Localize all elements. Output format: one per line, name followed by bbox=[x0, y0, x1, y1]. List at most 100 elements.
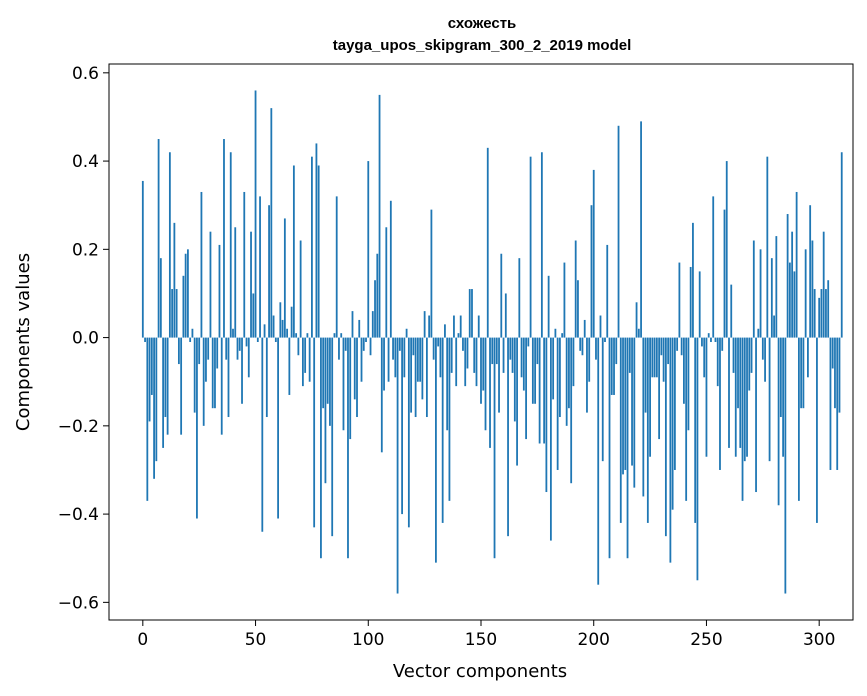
bar bbox=[466, 337, 469, 369]
bar bbox=[820, 289, 823, 338]
bar bbox=[797, 337, 800, 501]
bar bbox=[486, 147, 489, 338]
bar bbox=[196, 337, 198, 519]
bar bbox=[813, 289, 816, 338]
bar bbox=[592, 169, 595, 338]
bar bbox=[588, 337, 591, 382]
bar bbox=[563, 262, 566, 338]
bar bbox=[159, 258, 162, 338]
bar bbox=[444, 324, 446, 338]
bar bbox=[640, 121, 642, 338]
bar bbox=[540, 152, 543, 338]
bar bbox=[439, 337, 442, 378]
bar bbox=[610, 337, 613, 395]
bar bbox=[809, 205, 812, 338]
bar bbox=[342, 337, 345, 431]
bar bbox=[358, 319, 361, 338]
bar bbox=[606, 244, 609, 338]
bar bbox=[825, 289, 827, 338]
bar bbox=[428, 315, 431, 338]
bar bbox=[507, 337, 509, 537]
bar bbox=[723, 209, 726, 338]
bar bbox=[664, 337, 667, 537]
bar bbox=[187, 249, 189, 338]
bar bbox=[728, 337, 730, 448]
y-tick-label: 0.4 bbox=[72, 152, 99, 172]
bar bbox=[788, 262, 791, 338]
bar bbox=[153, 337, 155, 479]
bar bbox=[703, 337, 706, 378]
bar bbox=[617, 125, 620, 338]
bar bbox=[795, 191, 798, 338]
bar bbox=[649, 337, 651, 457]
bar bbox=[389, 200, 392, 338]
bar bbox=[207, 337, 210, 360]
bar bbox=[773, 315, 775, 338]
bar bbox=[356, 337, 358, 418]
bar bbox=[653, 337, 656, 378]
bar bbox=[498, 337, 500, 413]
bar bbox=[290, 306, 293, 338]
bar bbox=[818, 297, 821, 338]
bar bbox=[281, 319, 284, 338]
bar bbox=[811, 240, 814, 338]
bar bbox=[279, 302, 282, 338]
y-tick-label: −0.2 bbox=[58, 417, 99, 437]
bar bbox=[655, 337, 658, 378]
bar bbox=[432, 337, 435, 360]
bar bbox=[511, 337, 514, 373]
bar bbox=[716, 337, 719, 387]
bar bbox=[329, 337, 331, 426]
bar bbox=[671, 337, 674, 510]
bar bbox=[737, 337, 739, 409]
bar bbox=[457, 333, 460, 338]
bar bbox=[719, 337, 721, 470]
bar bbox=[441, 337, 444, 523]
bar bbox=[613, 337, 615, 395]
bar bbox=[570, 337, 573, 484]
bar bbox=[761, 337, 764, 360]
bar bbox=[504, 293, 507, 338]
bar bbox=[184, 253, 187, 338]
bar bbox=[586, 337, 588, 413]
bar bbox=[256, 337, 259, 342]
bar bbox=[277, 337, 279, 519]
bar bbox=[243, 191, 246, 338]
bar bbox=[317, 165, 320, 338]
x-tick-label: 150 bbox=[465, 630, 497, 650]
bar bbox=[644, 337, 647, 413]
bar bbox=[676, 337, 679, 351]
bar bbox=[392, 337, 394, 360]
bar bbox=[705, 337, 708, 457]
bar bbox=[324, 337, 327, 484]
bar bbox=[144, 337, 146, 342]
bar bbox=[836, 337, 839, 470]
bar bbox=[493, 337, 496, 559]
bar bbox=[626, 337, 629, 559]
bar bbox=[759, 249, 762, 338]
bar bbox=[502, 337, 505, 373]
bar bbox=[189, 337, 192, 342]
bar bbox=[574, 240, 577, 338]
bar bbox=[680, 337, 683, 356]
bar bbox=[308, 337, 311, 382]
bar bbox=[692, 222, 694, 338]
bar bbox=[150, 337, 153, 395]
bar bbox=[577, 280, 579, 338]
bar bbox=[297, 337, 300, 356]
bar bbox=[333, 333, 336, 338]
bar bbox=[175, 289, 178, 338]
bar bbox=[698, 271, 701, 338]
bar bbox=[658, 337, 661, 440]
bar bbox=[351, 311, 354, 338]
bar bbox=[480, 337, 482, 404]
bar bbox=[701, 337, 703, 347]
bar bbox=[263, 324, 266, 338]
bar bbox=[622, 337, 624, 475]
bar bbox=[416, 337, 419, 382]
bar bbox=[274, 337, 277, 342]
bar bbox=[250, 231, 252, 338]
bar bbox=[757, 328, 760, 338]
bar bbox=[288, 337, 291, 395]
bar bbox=[495, 337, 498, 365]
